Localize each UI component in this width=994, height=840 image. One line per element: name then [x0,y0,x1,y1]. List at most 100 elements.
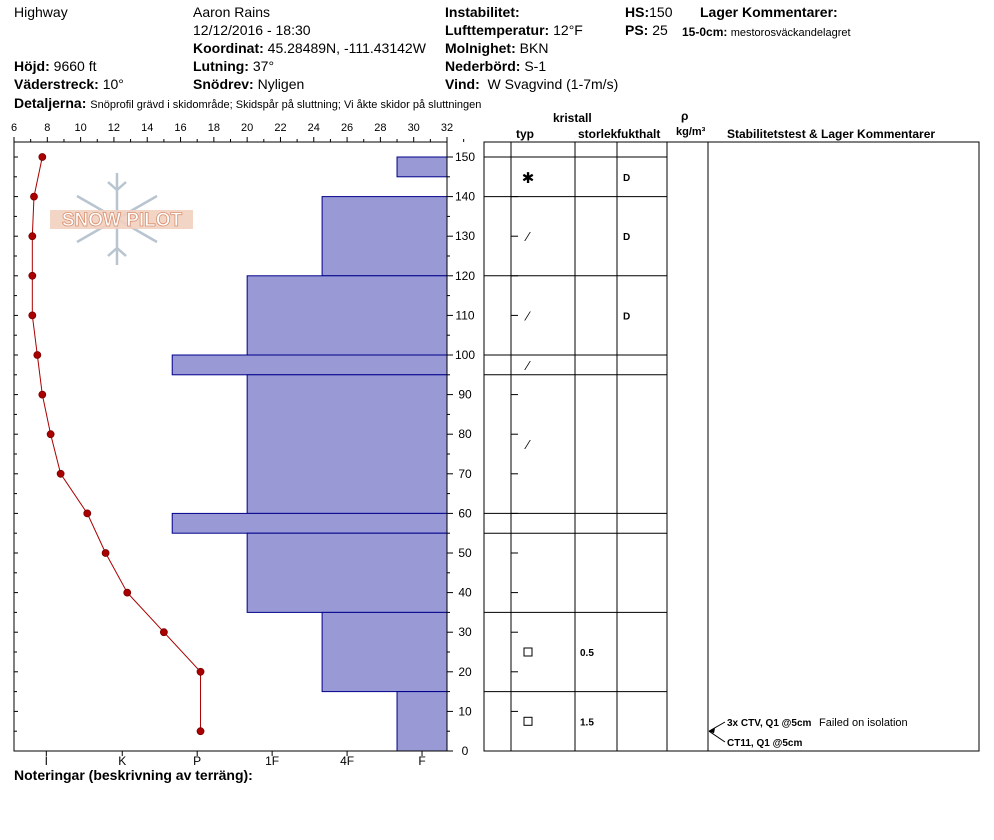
temperature-point [46,430,55,439]
temperature-point [83,509,92,518]
details: Detaljerna: Snöprofil grävd i skidområde… [14,95,481,113]
precip-label: Nederbörd: [445,58,521,74]
temperature-point [28,232,37,241]
facet-crystal-symbol [523,647,533,657]
height-tick-label: 80 [458,427,472,441]
elev-value: 9660 ft [53,58,97,74]
hardness-bar [246,374,448,514]
new-snow-crystal-symbol: ✱ [522,170,535,187]
temperature-point [28,271,37,280]
slope-value: 37° [252,58,275,74]
hardness-tick-label: K [118,754,126,768]
temp-tick-label: 16 [174,122,186,134]
temperature-point [196,727,205,736]
temperature-point [56,469,65,478]
temperature-point [30,192,38,201]
temp-tick-label: 24 [308,122,320,134]
moisture-header: fukthalt [617,127,661,141]
aspect: Väderstreck: 10° [14,76,124,92]
location-name: Highway [14,4,68,20]
coord-value: 45.28489N, -111.43142W [267,40,426,56]
observation-datetime: 12/12/2016 - 18:30 [193,22,311,38]
fragment-crystal-symbol: ⁄ [524,437,531,452]
layer-comment-text: mestorosväckandelagret [730,27,851,39]
ps-value: 25 [652,22,668,38]
wind-loading-label: Snödrev: [193,76,254,92]
slope-label: Lutning: [193,58,249,74]
test-comment: Failed on isolation [819,717,908,729]
temp-tick-label: 14 [141,122,153,134]
height-tick-label: 120 [455,269,475,283]
sky-value: BKN [519,40,549,56]
temperature-point [123,588,132,597]
layer-comment-depth: 15-0cm: [682,25,728,39]
height-tick-label: 0 [462,744,469,758]
hardness-bar [171,354,448,376]
test-pointer-line [708,730,726,743]
height-tick-label: 130 [455,229,475,243]
snow-pilot-watermark: SNOW PILOT [50,173,193,265]
ps-label: PS: [625,22,649,38]
temperature-point [101,549,110,557]
notes-label: Noteringar (beskrivning av terräng): [14,767,253,783]
precipitation: Nederbörd: S-1 [445,58,546,74]
sky-label: Molnighet: [445,40,516,56]
crystal-moisture: D [623,232,630,243]
air-temperature: Lufttemperatur: 12°F [445,22,583,38]
height-tick-label: 40 [458,586,472,600]
temperature-point [38,153,47,161]
stability-header: Stabilitetstest & Lager Kommentarer [727,127,936,141]
height-tick-label: 140 [455,190,475,204]
details-label: Detaljerna: [14,95,87,111]
wind-loading-value: Nyligen [257,76,305,92]
temp-tick-label: 22 [274,122,286,134]
height-tick-label: 90 [458,388,472,402]
table-frame [483,141,980,752]
height-tick-label: 20 [458,665,472,679]
sky-cover: Molnighet: BKN [445,40,548,56]
instability-label: Instabilitet: [445,4,520,20]
watermark-band [50,210,193,229]
snow-height: HS:150 [625,4,672,20]
hs-value: 150 [649,4,673,20]
crystal-header: kristall [553,111,592,125]
coordinates: Koordinat: 45.28489N, -111.43142W [193,40,426,56]
height-tick-label: 150 [455,150,475,164]
temp-tick-label: 12 [108,122,120,134]
facet-crystal-symbol [523,716,533,726]
temp-tick-label: 30 [408,122,420,134]
temp-tick-label: 26 [341,122,353,134]
temperature-point [196,667,205,676]
precip-value: S-1 [524,58,547,74]
temperature-point [33,351,42,359]
temp-tick-label: 20 [241,122,253,134]
layer-comment: 15-0cm: mestorosväckandelagret [682,24,851,41]
crystal-moisture: D [623,311,630,322]
height-tick-label: 100 [455,348,475,362]
temperature-point [159,628,168,637]
fragment-crystal-symbol: ⁄ [524,229,531,244]
temperature-point [38,390,47,399]
test-result-label: CT11, Q1 @5cm [727,738,802,749]
fragment-crystal-symbol: ⁄ [524,308,531,323]
penetration: PS: 25 [625,22,668,38]
test-arrow-icon [709,728,715,734]
hardness-bar [171,512,448,534]
hardness-bar [321,611,448,693]
temp-tick-label: 6 [11,122,17,134]
aspect-value: 10° [102,76,124,92]
test-result-label: 3x CTV, Q1 @5cm [727,718,812,729]
wind-value: W Svagvind (1-7m/s) [487,76,619,92]
height-tick-label: 70 [458,467,472,481]
hardness-bar [396,156,448,178]
hardness-bar [321,196,448,277]
hardness-tick-label: 1F [265,754,279,768]
wind: Vind: W Svagvind (1-7m/s) [445,76,618,92]
aspect-label: Väderstreck: [14,76,99,92]
layer-table: ✱ D ⁄ D ⁄ D ⁄ ⁄ 0.5 1.5 3x CTV, Q1 @5cm Failed on i… [483,141,980,752]
hardness-tick-label: F [418,754,425,768]
temp-tick-label: 28 [374,122,386,134]
hardness-tick-label: 4F [340,754,354,768]
watermark-text: SNOW PILOT [62,210,183,231]
air-temp-label: Lufttemperatur: [445,22,550,38]
